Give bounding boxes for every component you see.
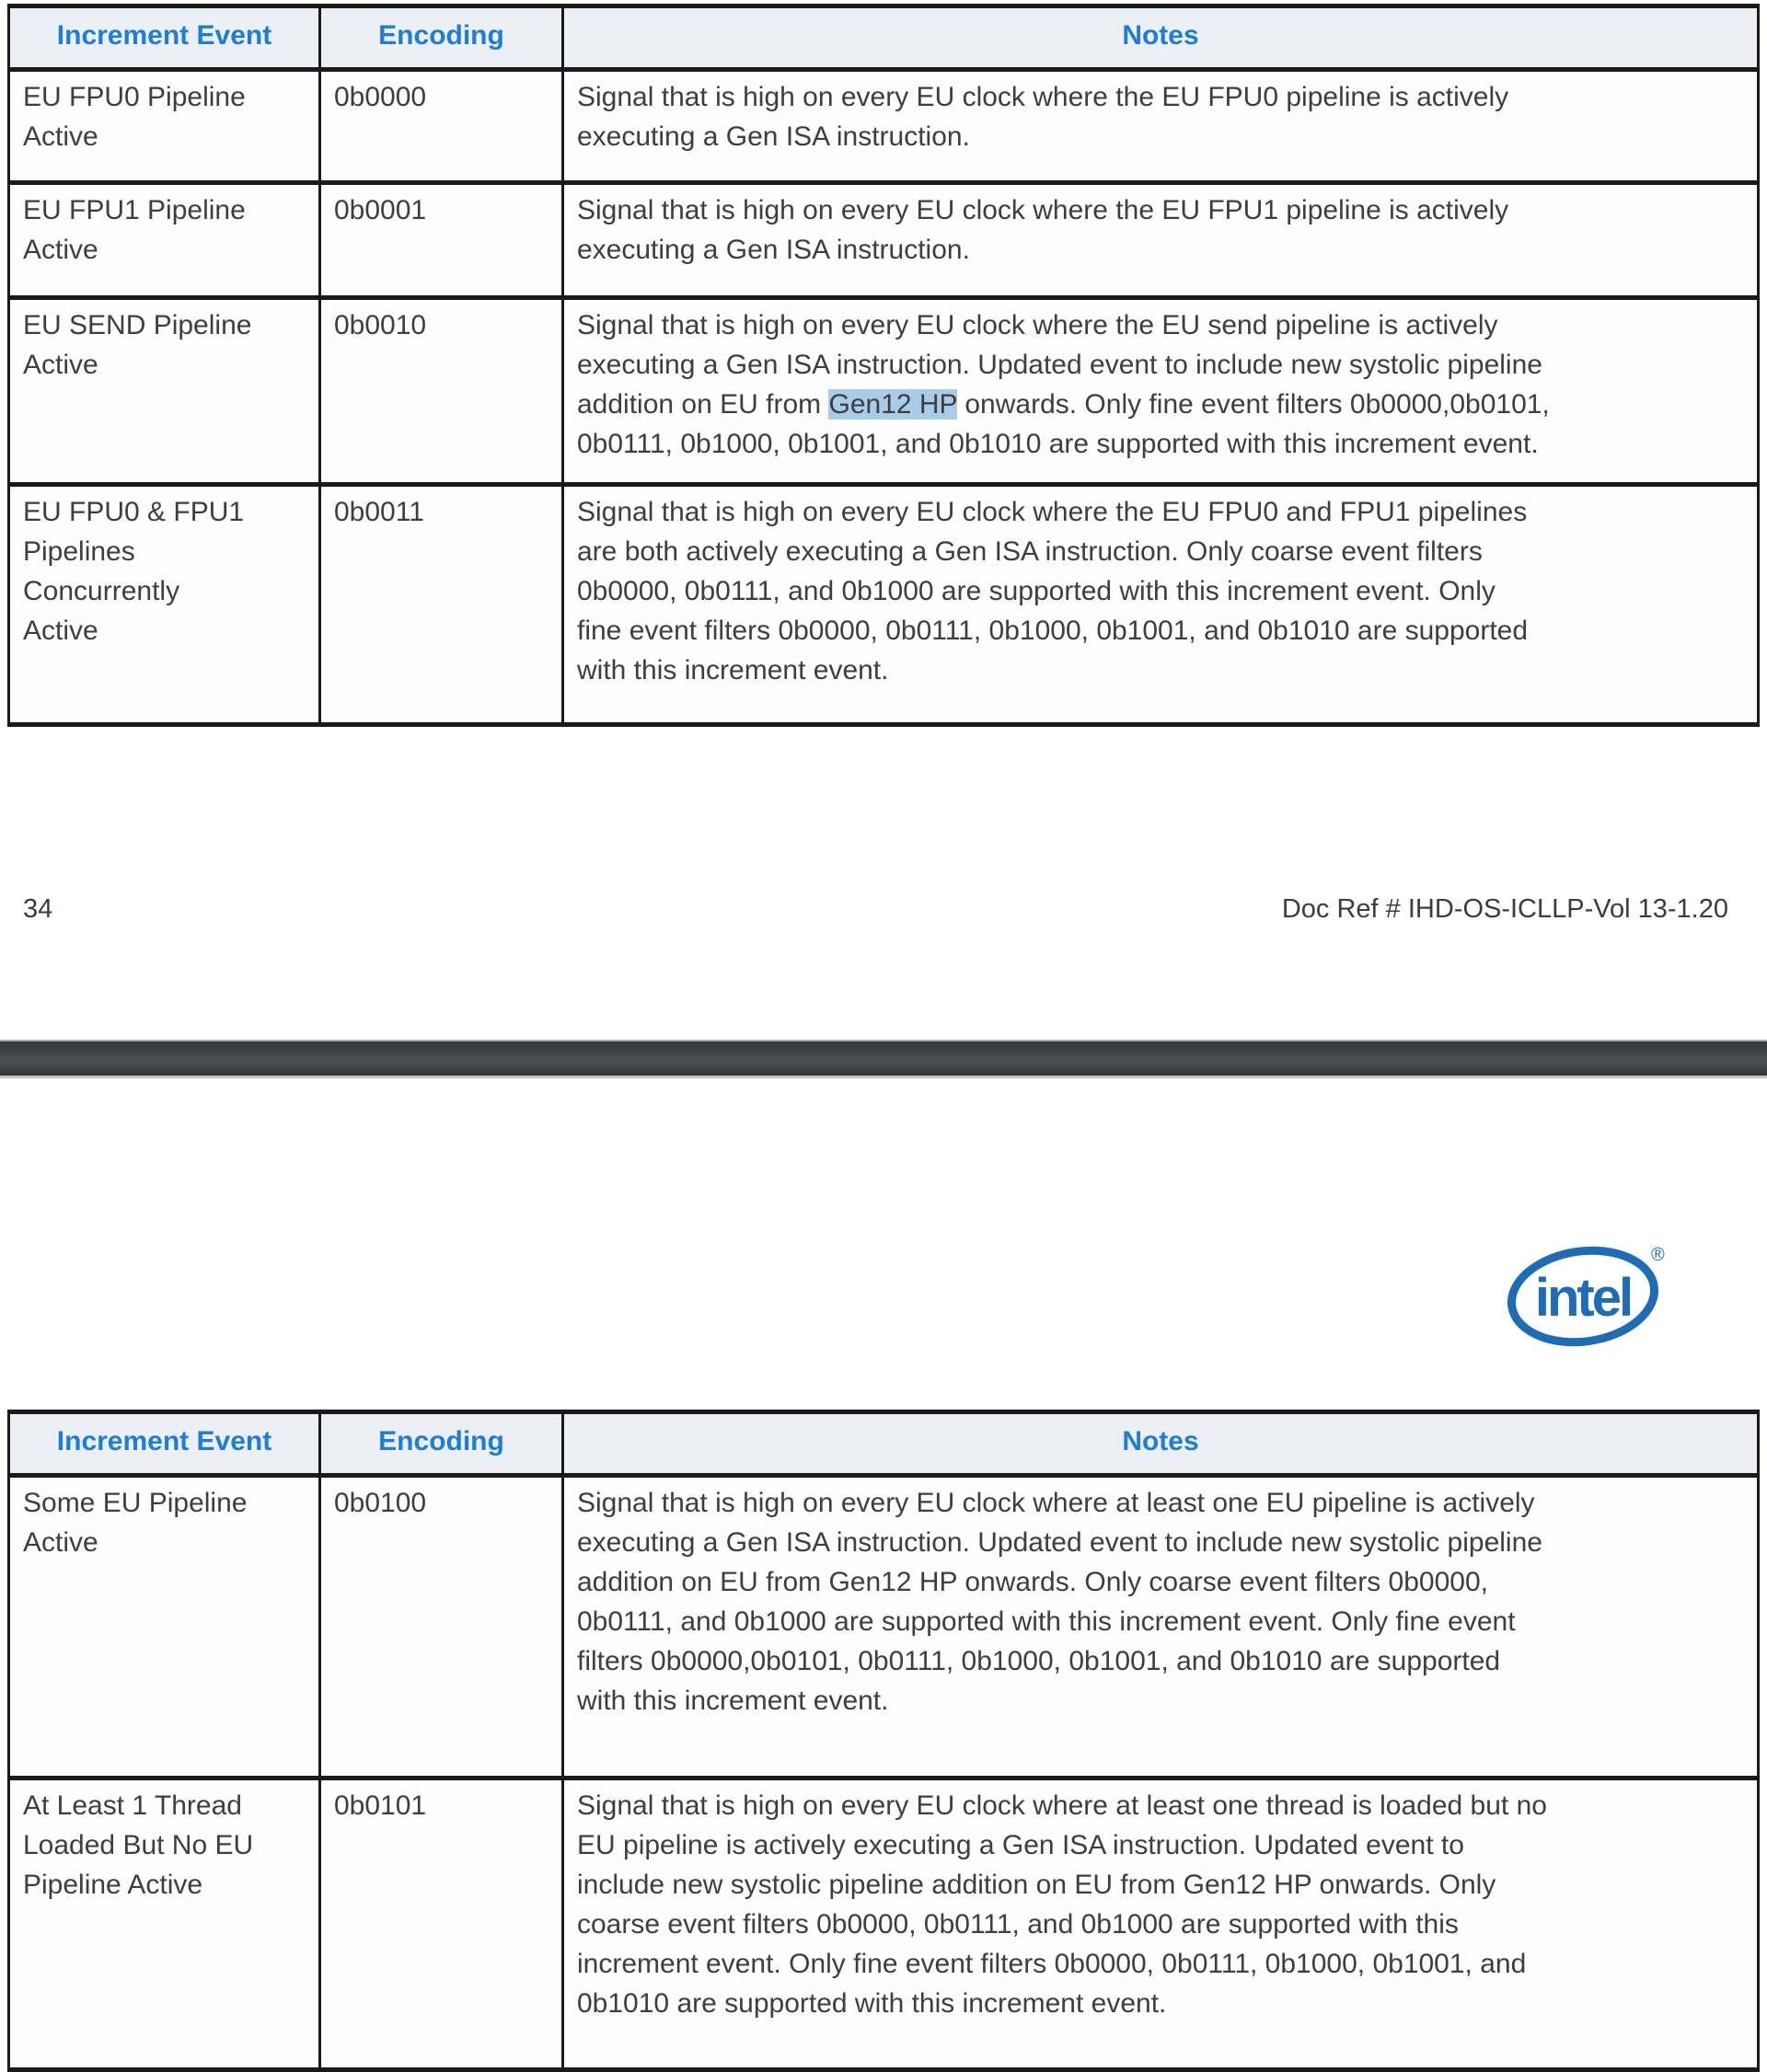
notes-text: Signal that is high on every EU clock wh… — [577, 82, 1509, 152]
encoding-cell: 0b0101 — [318, 1776, 564, 2072]
encoding-cell: 0b0100 — [318, 1473, 564, 1780]
header-encoding: Encoding — [318, 4, 564, 72]
notes-text: Signal that is high on every EU clock wh… — [577, 1790, 1547, 2019]
table-row: EU FPU0 & FPU1 Pipelines Concurrently Ac… — [7, 482, 1760, 727]
header-increment-event: Increment Event — [7, 1410, 321, 1478]
intel-logo-wordmark: intel — [1535, 1268, 1631, 1328]
notes-text: Signal that is high on every EU clock wh… — [577, 195, 1509, 265]
increment-event-table-page2: Increment Event Encoding Notes Some EU P… — [7, 1410, 1760, 2072]
encoding-cell: 0b0000 — [318, 67, 564, 185]
event-cell: Some EU Pipeline Active — [7, 1473, 321, 1780]
notes-text: Signal that is high on every EU clock wh… — [577, 310, 1542, 420]
encoding-cell: 0b0011 — [318, 482, 564, 727]
event-cell: At Least 1 Thread Loaded But No EU Pipel… — [7, 1776, 321, 2072]
notes-cell: Signal that is high on every EU clock wh… — [561, 67, 1760, 185]
increment-event-table-page1: Increment Event Encoding Notes EU FPU0 P… — [7, 4, 1760, 727]
table-row: At Least 1 Thread Loaded But No EU Pipel… — [7, 1776, 1760, 2072]
event-cell: EU FPU0 Pipeline Active — [7, 67, 321, 185]
notes-text: Signal that is high on every EU clock wh… — [577, 497, 1529, 685]
notes-cell: Signal that is high on every EU clock wh… — [561, 482, 1760, 727]
notes-text: onwards. Only fine event filters 0b0000,… — [577, 389, 1550, 459]
header-notes: Notes — [561, 1410, 1760, 1478]
encoding-cell: 0b0010 — [318, 295, 564, 487]
header-encoding: Encoding — [318, 1410, 564, 1478]
doc-reference: Doc Ref # IHD-OS-ICLLP-Vol 13-1.20 — [1281, 894, 1728, 924]
table-row: EU FPU0 Pipeline Active 0b0000 Signal th… — [7, 67, 1760, 185]
table-header-row: Increment Event Encoding Notes — [7, 4, 1760, 72]
registered-trademark-icon: ® — [1651, 1245, 1665, 1265]
event-cell: EU FPU1 Pipeline Active — [7, 180, 321, 300]
notes-cell: Signal that is high on every EU clock wh… — [561, 180, 1760, 300]
page-divider — [0, 1040, 1767, 1078]
table-header-row: Increment Event Encoding Notes — [7, 1410, 1760, 1478]
header-notes: Notes — [561, 4, 1760, 72]
encoding-cell: 0b0001 — [318, 180, 564, 300]
table-row: EU SEND Pipeline Active 0b0010 Signal th… — [7, 295, 1760, 487]
event-cell: EU SEND Pipeline Active — [7, 295, 321, 487]
event-cell: EU FPU0 & FPU1 Pipelines Concurrently Ac… — [7, 482, 321, 727]
table-row: EU FPU1 Pipeline Active 0b0001 Signal th… — [7, 180, 1760, 300]
table-row: Some EU Pipeline Active 0b0100 Signal th… — [7, 1473, 1760, 1780]
header-increment-event: Increment Event — [7, 4, 321, 72]
intel-logo: intel ® — [1507, 1233, 1669, 1356]
notes-cell: Signal that is high on every EU clock wh… — [561, 295, 1760, 487]
page-footer: 34 Doc Ref # IHD-OS-ICLLP-Vol 13-1.20 — [23, 894, 1728, 925]
notes-cell: Signal that is high on every EU clock wh… — [561, 1776, 1760, 2072]
text-selection-highlight: Gen12 HP — [828, 389, 958, 420]
intel-logo-graphic: intel ® — [1507, 1245, 1665, 1347]
page-number: 34 — [23, 894, 53, 924]
notes-text: Signal that is high on every EU clock wh… — [577, 1488, 1542, 1716]
notes-cell: Signal that is high on every EU clock wh… — [561, 1473, 1760, 1780]
